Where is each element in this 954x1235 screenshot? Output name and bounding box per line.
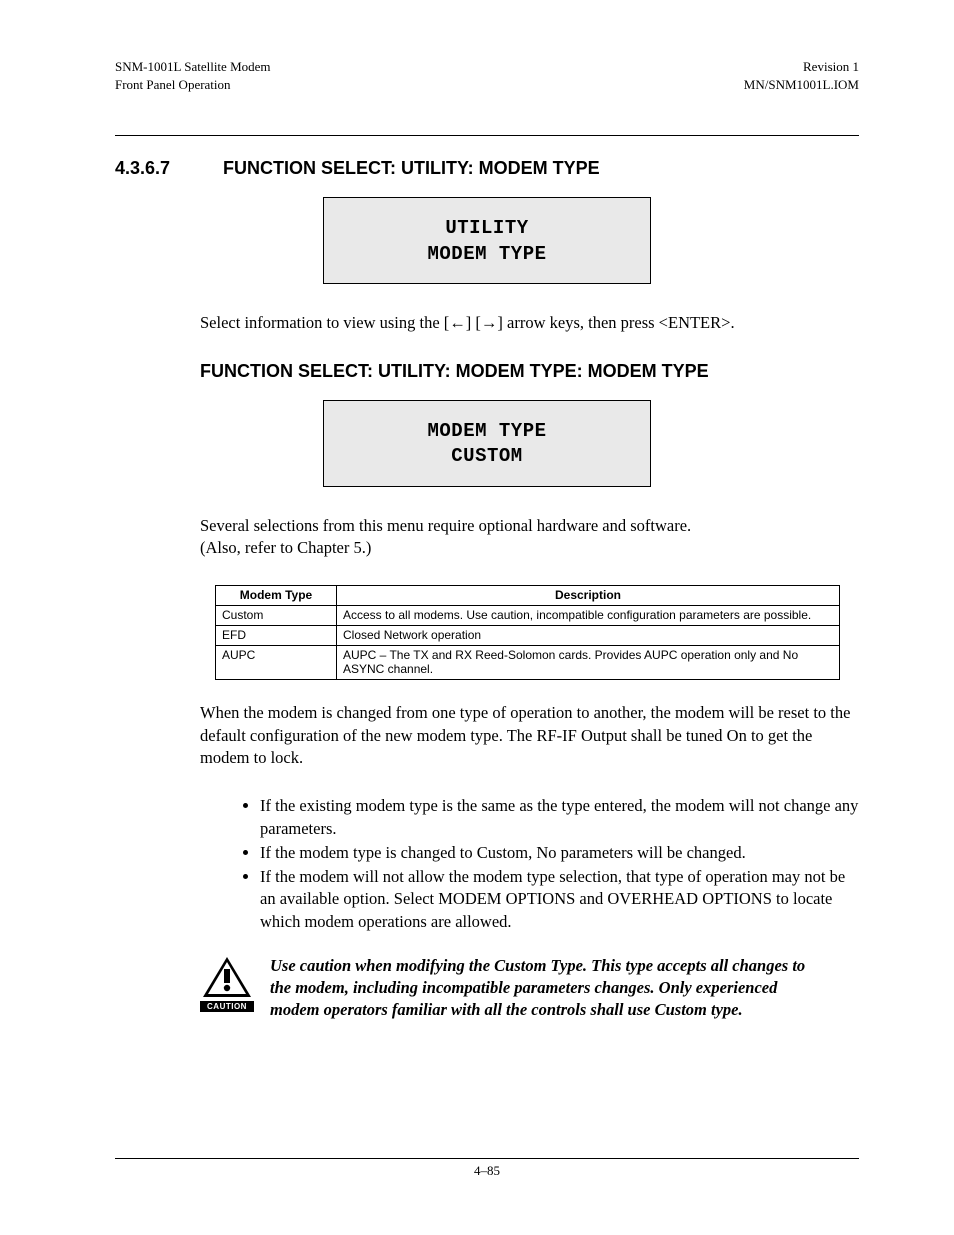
table-header: Description [337,586,840,606]
list-item: If the existing modem type is the same a… [260,795,859,840]
table-cell: AUPC – The TX and RX Reed-Solomon cards.… [337,646,840,680]
table-header: Modem Type [216,586,337,606]
bullet-list: If the existing modem type is the same a… [200,795,859,933]
list-item: If the modem will not allow the modem ty… [260,866,859,933]
modem-type-table: Modem Type Description Custom Access to … [215,585,840,680]
section-heading: 4.3.6.7 FUNCTION SELECT: UTILITY: MODEM … [115,158,859,179]
table-row: Custom Access to all modems. Use caution… [216,606,840,626]
lcd-line: MODEM TYPE [332,242,642,268]
table-cell: AUPC [216,646,337,680]
section-number: 4.3.6.7 [115,158,175,179]
caution-label: CAUTION [200,1001,254,1012]
lcd-line: MODEM TYPE [332,419,642,445]
table-cell: EFD [216,626,337,646]
header-left-line2: Front Panel Operation [115,76,271,94]
page-footer: 4–85 [115,1158,859,1179]
lcd-display-utility: UTILITY MODEM TYPE [323,197,651,284]
caution-block: CAUTION Use caution when modifying the C… [200,955,859,1022]
table-cell: Custom [216,606,337,626]
paragraph: When the modem is changed from one type … [200,702,859,769]
header-left-line1: SNM-1001L Satellite Modem [115,58,271,76]
lcd-display-modem-type: MODEM TYPE CUSTOM [323,400,651,487]
header-right-line1: Revision 1 [744,58,859,76]
list-item: If the modem type is changed to Custom, … [260,842,859,864]
sub-heading: FUNCTION SELECT: UTILITY: MODEM TYPE: MO… [200,361,859,382]
page-number: 4–85 [474,1163,500,1178]
paragraph: Select information to view using the [←]… [200,312,859,334]
text-line: Several selections from this menu requir… [200,516,691,535]
table-cell: Closed Network operation [337,626,840,646]
table-header-row: Modem Type Description [216,586,840,606]
caution-text: Use caution when modifying the Custom Ty… [270,955,830,1022]
table-row: EFD Closed Network operation [216,626,840,646]
table-row: AUPC AUPC – The TX and RX Reed-Solomon c… [216,646,840,680]
table-cell: Access to all modems. Use caution, incom… [337,606,840,626]
paragraph: Several selections from this menu requir… [200,515,859,560]
page-header: SNM-1001L Satellite Modem Front Panel Op… [115,58,859,136]
caution-icon: CAUTION [200,955,254,1012]
lcd-line: CUSTOM [332,444,642,470]
section-title: FUNCTION SELECT: UTILITY: MODEM TYPE [223,158,600,179]
header-right-line2: MN/SNM1001L.IOM [744,76,859,94]
lcd-line: UTILITY [332,216,642,242]
text-line: (Also, refer to Chapter 5.) [200,538,371,557]
